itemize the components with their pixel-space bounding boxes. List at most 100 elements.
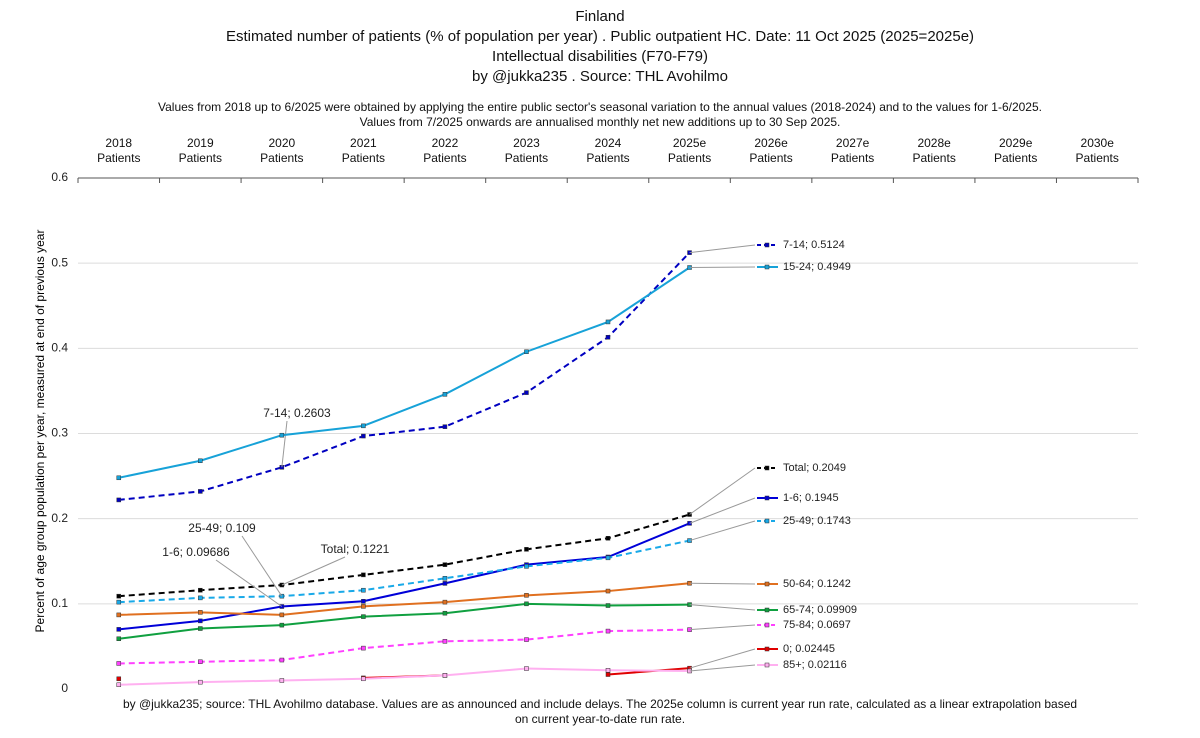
series-line: [118, 266, 691, 479]
subtitles: Values from 2018 up to 6/2025 were obtai…: [0, 100, 1200, 130]
data-label: 7-14; 0.2603: [263, 406, 331, 420]
point-marker: [442, 576, 448, 581]
point-marker: [116, 475, 122, 481]
x-tick-label: 2027e Patients: [830, 136, 875, 165]
x-tick-label: 2026e Patients: [749, 136, 793, 165]
callout-leader: [689, 244, 756, 254]
callout-leader: [689, 664, 756, 672]
callout-leader: [281, 556, 346, 586]
legend-marker: [764, 581, 770, 587]
y-tick-label: 0: [61, 681, 68, 695]
x-tick-label: 2018 Patients: [97, 136, 141, 165]
data-label: 1-6; 0.1945: [783, 492, 839, 504]
point-marker: [116, 497, 122, 503]
callout-leader: [281, 420, 288, 468]
x-tick-label: 2022 Patients: [423, 136, 467, 165]
data-label: 7-14; 0.5124: [783, 239, 845, 251]
callout-leader: [215, 559, 283, 607]
point-marker: [198, 618, 203, 624]
point-marker: [279, 678, 285, 683]
point-marker: [116, 599, 122, 605]
point-marker: [524, 593, 529, 598]
data-label: 15-24; 0.4949: [783, 261, 851, 273]
legend-marker: [764, 465, 770, 471]
x-tick-label: 2025e Patients: [667, 136, 712, 165]
point-marker: [198, 610, 203, 615]
x-tick-label: 2028e Patients: [912, 136, 956, 165]
data-label: 25-49; 0.1743: [783, 515, 851, 527]
point-marker: [361, 433, 366, 439]
series-line: [118, 539, 690, 604]
point-marker: [116, 612, 122, 618]
point-marker: [198, 595, 203, 601]
y-tick-label: 0.5: [51, 255, 68, 269]
point-marker: [605, 668, 611, 673]
series-line: [118, 582, 690, 616]
chart-title: Finland: [575, 8, 625, 25]
point-marker: [279, 622, 285, 628]
point-marker: [198, 679, 203, 685]
point-marker: [605, 536, 611, 541]
callout-leader: [241, 535, 283, 597]
callout-leader: [689, 624, 756, 631]
legend-marker: [764, 495, 770, 501]
point-marker: [442, 581, 448, 586]
series-line: [118, 628, 690, 665]
point-marker: [361, 572, 366, 578]
series-line: [118, 513, 690, 598]
x-tick-label: 2023 Patients: [504, 136, 549, 165]
point-marker: [279, 657, 285, 663]
point-marker: [116, 593, 122, 599]
data-label: 65-74; 0.09909: [783, 604, 857, 616]
y-tick-label: 0.6: [51, 170, 68, 184]
chart-title: Intellectual disabilities (F70-F79): [492, 48, 708, 65]
point-marker: [605, 555, 611, 561]
point-marker: [116, 682, 122, 687]
point-marker: [442, 599, 448, 605]
x-tick-label: 2029e Patients: [994, 136, 1038, 165]
chart-title: by @jukka235 . Source: THL Avohilmo: [472, 68, 728, 85]
series-line: [118, 522, 690, 631]
point-marker: [524, 547, 529, 552]
callout-leader: [689, 520, 756, 542]
legend-marker: [764, 264, 770, 270]
y-tick-label: 0.3: [51, 426, 68, 440]
chart-subtitle: Values from 7/2025 onwards are annualise…: [359, 115, 841, 129]
x-tick-label: 2030e Patients: [1075, 136, 1119, 165]
point-marker: [279, 432, 285, 438]
x-tick-label: 2019 Patients: [178, 136, 222, 165]
point-marker: [279, 612, 285, 618]
point-marker: [198, 458, 203, 464]
point-marker: [524, 390, 529, 395]
footnote: by @jukka235; source: THL Avohilmo datab…: [122, 697, 1078, 726]
point-marker: [198, 489, 203, 494]
callout-leader: [689, 467, 756, 515]
x-tick-label: 2024 Patients: [586, 136, 630, 165]
series-line: [118, 602, 690, 640]
point-marker: [116, 676, 122, 682]
titles: Finland Estimated number of patients (% o…: [0, 7, 1200, 87]
callout-leader: [689, 266, 756, 269]
legend-marker: [764, 518, 770, 524]
legend-marker: [764, 242, 770, 248]
point-marker: [605, 319, 611, 325]
y-tick-label: 0.1: [51, 596, 68, 610]
data-label: 75-84; 0.0697: [783, 619, 851, 631]
x-tick-label: 2020 Patients: [260, 136, 304, 165]
series-line: [118, 251, 691, 501]
point-marker: [116, 627, 122, 632]
data-label: 85+; 0.02116: [783, 659, 847, 671]
point-marker: [524, 564, 529, 569]
y-axis-label: Percent of age group population per year…: [33, 229, 47, 633]
point-marker: [361, 587, 366, 593]
legend-marker: [764, 622, 770, 628]
data-label: Total; 0.2049: [783, 462, 846, 474]
callout-leader: [689, 604, 756, 611]
data-label: 0; 0.02445: [783, 643, 835, 655]
point-marker: [361, 604, 366, 609]
point-marker: [524, 637, 529, 642]
data-label: 25-49; 0.109: [188, 521, 256, 535]
point-marker: [605, 335, 611, 340]
y-tick-label: 0.2: [51, 511, 68, 525]
